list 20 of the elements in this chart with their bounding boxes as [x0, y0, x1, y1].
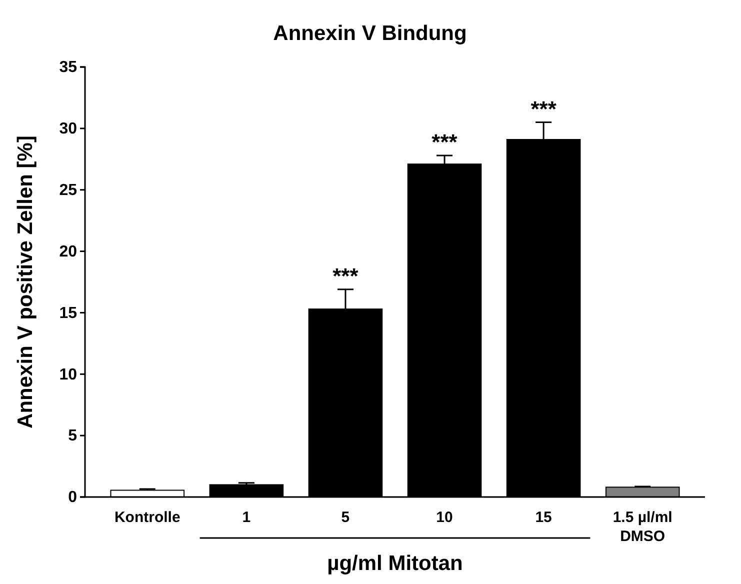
- x-tick-label: 15: [535, 509, 552, 526]
- x-tick-label: 1.5 µl/ml DMSO: [612, 509, 672, 545]
- annotation: ***: [332, 263, 359, 288]
- x-tick-label: Kontrolle: [114, 509, 180, 526]
- y-tick-label: 0: [68, 489, 78, 506]
- x-tick-label: 1: [242, 509, 251, 526]
- y-tick-label: 20: [59, 243, 78, 260]
- y-axis-title: Annexin V positive Zellen [%]: [14, 136, 37, 428]
- y-tick-label: 15: [59, 304, 78, 322]
- y-tick-label: 25: [59, 182, 78, 199]
- y-tick-label: 30: [59, 120, 78, 138]
- annotation: ***: [432, 129, 458, 154]
- x-tick-label: 10: [436, 509, 453, 526]
- chart-title: Annexin V Bindung: [273, 22, 467, 45]
- y-tick-label: 10: [59, 366, 78, 384]
- x-tick-label: 5: [341, 509, 350, 526]
- y-tick-label: 35: [59, 59, 78, 76]
- x-axis-title: µg/ml Mitotan: [327, 552, 463, 575]
- annotation: ***: [530, 96, 557, 122]
- y-tick-label: 5: [68, 428, 78, 445]
